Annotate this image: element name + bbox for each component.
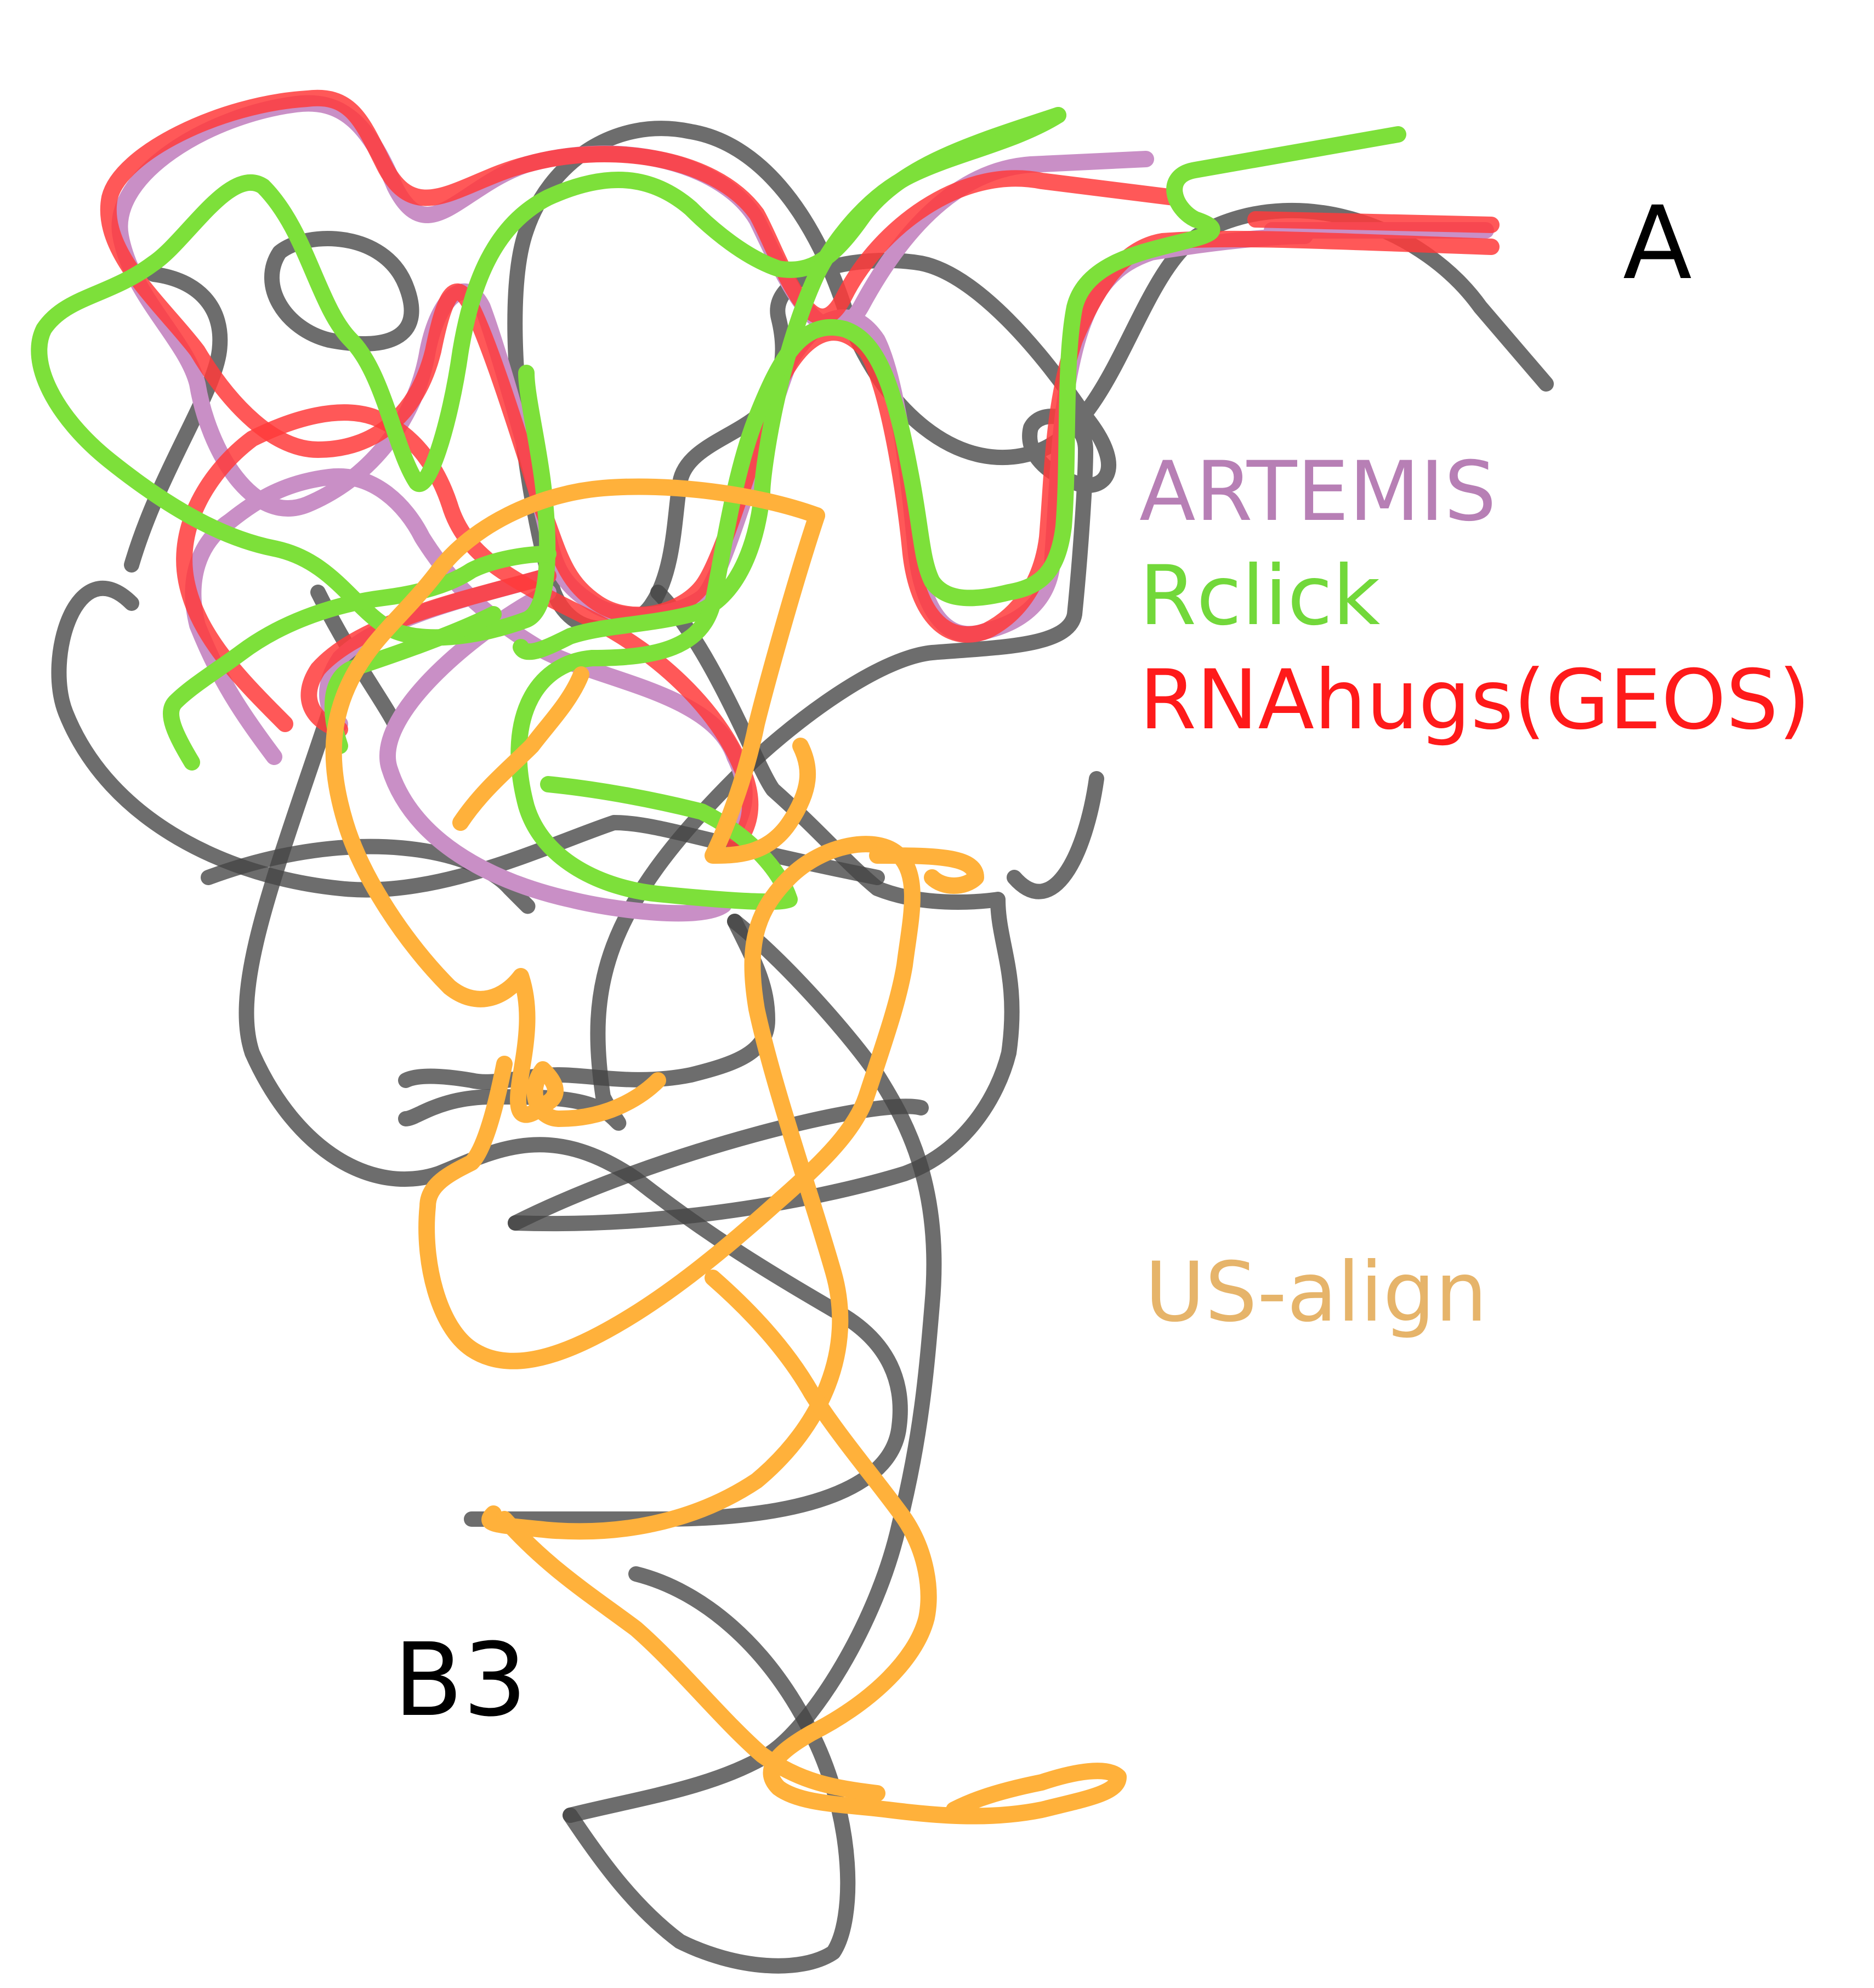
rnahugs-geos-tube [100,89,1500,853]
reference-structure-tube [51,121,1554,1974]
us-align-tube [325,478,1127,1825]
legend-label-rclick: Rclick [1139,548,1381,644]
domain-label-a: A [1623,185,1692,302]
legend-label-usalign: US-align [1145,1245,1487,1340]
domain-label-b3: B3 [394,1622,527,1739]
legend-label-artemis: ARTEMIS [1139,444,1497,540]
legend-label-rnahugs: RNAhugs(GEOS) [1139,653,1810,748]
